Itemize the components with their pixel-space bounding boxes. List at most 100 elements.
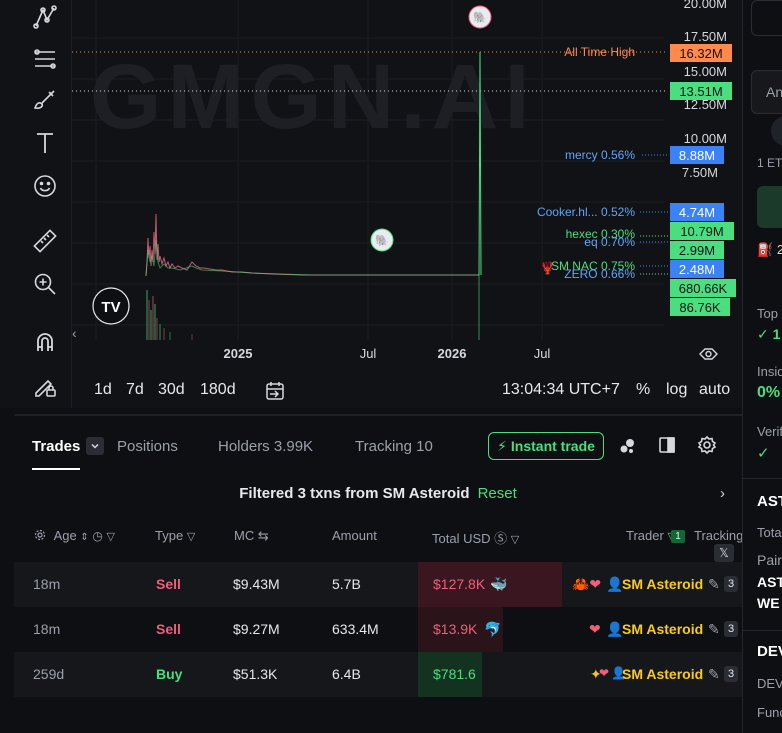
pair-quote: WE xyxy=(757,595,780,611)
tab-holders[interactable]: Holders 3.99K xyxy=(218,437,314,455)
tracking-header[interactable]: Tracking xyxy=(694,528,744,543)
trader-avatar-marker: 🐘 xyxy=(468,5,492,29)
marker-price-tag: 2.99M xyxy=(670,241,724,259)
chevron-down-icon[interactable] xyxy=(86,437,104,455)
age-header[interactable]: Age ⇕ ◷ ▽ xyxy=(34,528,115,543)
user-tracked-icon: 👤 xyxy=(606,576,624,592)
chevron-right-icon[interactable]: › xyxy=(720,485,725,502)
tab-trades[interactable]: Trades xyxy=(32,437,81,470)
insiders-value: 0% xyxy=(757,384,781,401)
heart-icon: ❤ xyxy=(589,621,601,637)
pair-base: AST xyxy=(757,574,782,590)
date-range-icon[interactable] xyxy=(264,380,286,407)
zoom-in-icon[interactable] xyxy=(28,267,62,301)
table-row[interactable]: 18m Sell $9.27M 633.4M $13.9K 🐬 ❤ 👤 SM A… xyxy=(14,607,742,652)
current-price-tag: 13.51M xyxy=(670,82,732,100)
tab-tracking[interactable]: Tracking 10 xyxy=(355,437,433,455)
svg-text:🐘: 🐘 xyxy=(375,234,389,247)
edit-icon[interactable]: ✎ xyxy=(708,576,720,592)
bubbles-icon[interactable] xyxy=(618,436,638,460)
filter-icon: ▽ xyxy=(510,534,520,546)
mc-header[interactable]: MC ⇆ xyxy=(234,528,269,543)
log-toggle[interactable]: log xyxy=(666,381,688,398)
type-header[interactable]: Type ▽ xyxy=(155,528,196,543)
top-holders-label: Top xyxy=(757,306,778,321)
marker-label-hexec: hexec 0.30% xyxy=(566,227,636,241)
sort-icon: ⇕ xyxy=(80,532,89,543)
ruler-icon[interactable] xyxy=(28,224,62,258)
lobster-icon: 🦞 xyxy=(540,261,555,275)
timeframe-180d[interactable]: 180d xyxy=(200,381,236,398)
filter-icon: ▽ xyxy=(106,531,115,543)
timeframe-30d[interactable]: 30d xyxy=(158,381,185,398)
sell-volume-bar xyxy=(418,562,562,607)
instant-trade-button[interactable]: ⚡ Instant trade xyxy=(488,432,604,460)
timeframe-7d[interactable]: 7d xyxy=(126,381,144,398)
y-label: 17.50M xyxy=(684,29,727,44)
settings-icon[interactable] xyxy=(697,435,717,459)
dolphin-icon: 🐬 xyxy=(484,621,502,637)
marker-price-tag: 4.74M xyxy=(670,203,724,221)
table-row[interactable]: 259d Buy $51.3K 6.4B $781.6 ✦ ❤ 👤 SM Ast… xyxy=(14,652,742,697)
text-icon[interactable] xyxy=(28,126,62,160)
trader-header[interactable]: Trader ▽ xyxy=(626,528,676,543)
preset-button[interactable] xyxy=(771,116,782,146)
total-usd-header[interactable]: Total USD Ⓢ ▽ xyxy=(432,531,520,546)
dev-label: DEV xyxy=(757,676,782,691)
marker-label-cooker: Cooker.hl... 0.52% xyxy=(537,205,635,219)
amount-cell: 633.4M xyxy=(332,621,379,637)
right-panel-box[interactable] xyxy=(751,0,782,36)
trade-count-badge: 3 xyxy=(724,666,738,682)
lock-drawings-icon[interactable] xyxy=(28,369,62,403)
timeframe-1d[interactable]: 1d xyxy=(94,381,112,398)
sell-volume-bar xyxy=(418,607,503,652)
total-label: Tota xyxy=(757,525,782,540)
fib-retracement-icon[interactable] xyxy=(28,42,62,76)
x-label-2026: 2026 xyxy=(438,346,467,361)
emoji-icon[interactable] xyxy=(28,169,62,203)
svg-text:2.48M: 2.48M xyxy=(679,262,715,277)
buy-button[interactable] xyxy=(757,186,782,228)
magnet-icon[interactable] xyxy=(28,325,62,359)
amount-input[interactable]: An xyxy=(751,70,782,114)
marker-label-eq: eq 0.70% xyxy=(584,235,635,249)
edit-icon[interactable]: ✎ xyxy=(708,621,720,637)
amount-header[interactable]: Amount xyxy=(332,528,377,543)
trader-name[interactable]: SM Asteroid xyxy=(622,576,704,592)
reset-filter-button[interactable]: Reset xyxy=(477,485,517,502)
trader-name[interactable]: SM Asteroid xyxy=(622,666,704,682)
price-chart[interactable]: GMGN.AI All Time High mercy 0.56% Cooker… xyxy=(72,0,742,408)
svg-text:10.79M: 10.79M xyxy=(680,224,723,239)
mc-cell: $51.3K xyxy=(233,666,278,682)
x-label-2025: 2025 xyxy=(224,346,253,361)
y-label: 20.00M xyxy=(684,0,727,11)
settings-icon xyxy=(34,529,46,541)
marker-label-zero: ZERO 0.66% xyxy=(564,267,635,281)
x-social-icon[interactable]: 𝕏 xyxy=(714,544,734,562)
currency-icon: Ⓢ xyxy=(494,531,508,546)
trend-line-icon[interactable] xyxy=(28,0,62,34)
chart-canvas[interactable]: GMGN.AI All Time High mercy 0.56% Cooker… xyxy=(72,0,742,408)
percent-toggle[interactable]: % xyxy=(636,381,651,398)
y-label: 12.50M xyxy=(684,97,727,112)
svg-text:2.99M: 2.99M xyxy=(679,243,715,258)
gas-icon[interactable]: ⛽ 2 xyxy=(757,242,782,257)
tags-icon: 🦀❤ xyxy=(572,576,602,592)
svg-text:4.74M: 4.74M xyxy=(679,205,715,220)
tab-positions[interactable]: Positions xyxy=(117,437,178,455)
trader-name[interactable]: SM Asteroid xyxy=(622,621,704,637)
svg-text:13.51M: 13.51M xyxy=(679,84,722,99)
brush-icon[interactable] xyxy=(28,82,62,116)
trader-avatar-marker: 🐘 xyxy=(370,228,394,252)
tradingview-logo: TV xyxy=(92,287,130,325)
trades-table-header: Age ⇕ ◷ ▽ Type ▽ MC ⇆ Amount Total USD Ⓢ… xyxy=(14,520,744,562)
amount-cell: 5.7B xyxy=(332,576,361,592)
scroll-left-icon: ‹ xyxy=(72,325,77,341)
marker-price-tag: 8.88M xyxy=(670,146,724,164)
edit-icon[interactable]: ✎ xyxy=(708,666,720,682)
panel-divider[interactable] xyxy=(14,414,742,416)
svg-text:8.88M: 8.88M xyxy=(679,148,715,163)
layout-toggle-icon[interactable] xyxy=(658,436,676,458)
table-row[interactable]: 18m Sell $9.43M 5.7B $127.8K 🐳 🦀❤ 👤 SM A… xyxy=(14,562,742,607)
auto-toggle[interactable]: auto xyxy=(699,381,731,398)
